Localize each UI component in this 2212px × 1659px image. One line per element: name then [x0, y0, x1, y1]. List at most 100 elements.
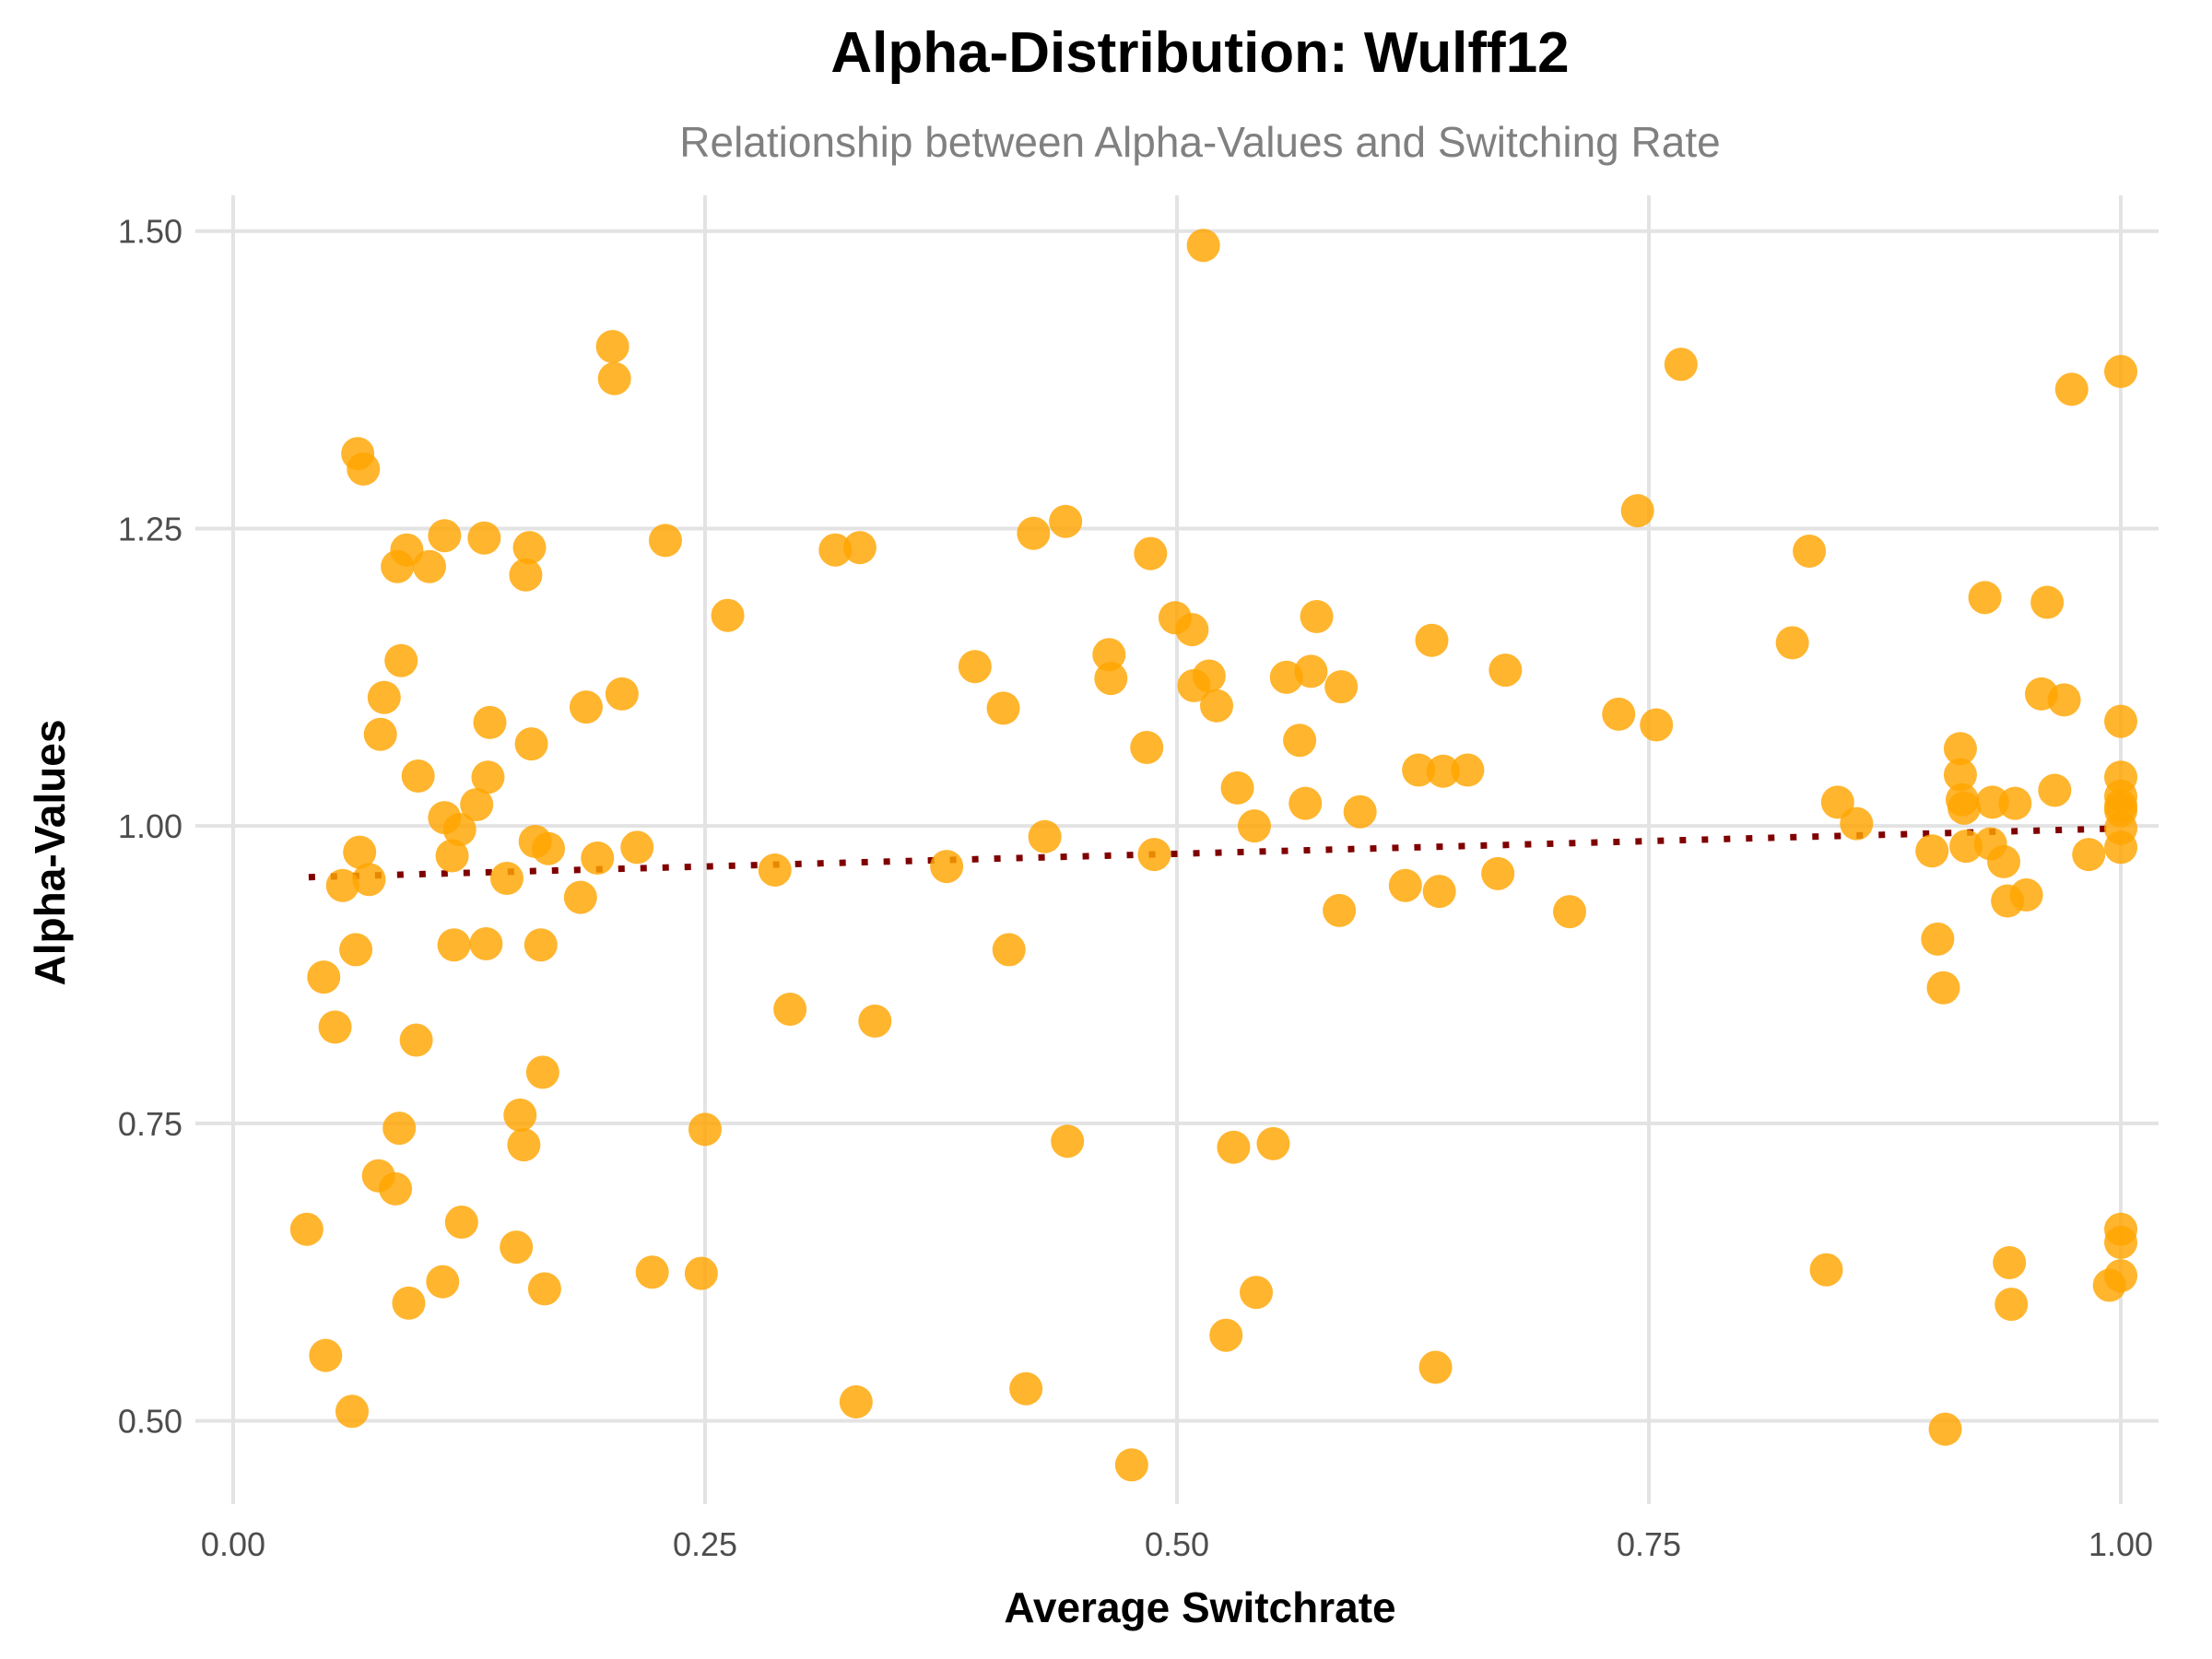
data-point — [473, 705, 507, 739]
data-point — [339, 933, 373, 967]
data-point — [399, 1023, 433, 1057]
x-tick-label: 0.25 — [673, 1525, 737, 1563]
data-point — [469, 926, 503, 960]
data-point — [605, 677, 639, 711]
data-point — [2104, 355, 2138, 389]
data-point — [335, 1394, 369, 1429]
data-point — [1200, 688, 1234, 723]
data-point — [569, 690, 603, 724]
data-point — [2047, 683, 2081, 717]
data-point — [1217, 1130, 1251, 1164]
data-point — [684, 1256, 718, 1290]
data-point — [1775, 626, 1809, 660]
data-point — [1793, 534, 1827, 568]
data-point — [1968, 581, 2002, 615]
chart-subtitle: Relationship between Alpha-Values and Sw… — [679, 118, 1720, 166]
data-point — [958, 650, 992, 684]
data-point — [1094, 662, 1128, 696]
data-point — [1300, 599, 1334, 633]
data-point — [401, 759, 435, 793]
data-point — [992, 933, 1026, 967]
x-tick-label: 1.00 — [2088, 1525, 2153, 1563]
data-point — [1137, 838, 1171, 872]
data-point — [858, 1004, 892, 1038]
data-point — [507, 1128, 541, 1162]
data-point — [1240, 1276, 1274, 1310]
data-point — [1092, 638, 1126, 672]
data-point — [1809, 1253, 1843, 1287]
data-point — [392, 1286, 426, 1320]
data-point — [1921, 922, 1955, 956]
data-point — [1987, 844, 2021, 878]
data-point — [1175, 613, 1209, 647]
data-point — [1915, 834, 1949, 868]
data-point — [1017, 516, 1051, 550]
data-point — [648, 524, 682, 558]
data-point — [428, 519, 462, 553]
data-point — [1343, 794, 1377, 829]
data-point — [1388, 868, 1422, 902]
x-tick-label: 0.75 — [1617, 1525, 1681, 1563]
data-point — [367, 680, 401, 714]
data-point — [514, 727, 548, 761]
data-point — [1418, 1350, 1453, 1384]
data-point — [1994, 1288, 2029, 1322]
data-point — [1943, 732, 1977, 766]
data-point — [460, 787, 494, 821]
chart-title: Alpha-Distribution: Wulff12 — [830, 21, 1569, 85]
y-axis-title: Alpha-Values — [26, 720, 74, 986]
data-point — [531, 831, 565, 865]
data-point — [1294, 654, 1328, 688]
data-point — [1640, 708, 1674, 742]
data-point — [1926, 971, 1960, 1005]
data-point — [1324, 670, 1359, 704]
data-point — [1664, 347, 1698, 382]
data-point — [352, 863, 386, 897]
data-point — [1949, 830, 1983, 864]
data-point — [758, 853, 792, 887]
data-point — [512, 531, 547, 565]
data-point — [1998, 786, 2032, 820]
data-point — [1009, 1371, 1043, 1406]
x-tick-label: 0.00 — [201, 1525, 265, 1563]
grid — [195, 195, 2159, 1504]
data-point — [347, 452, 381, 486]
y-tick-label: 1.25 — [118, 510, 182, 547]
data-point — [2072, 838, 2106, 872]
data-point — [1422, 875, 1456, 909]
data-point — [839, 1384, 873, 1418]
data-point — [1192, 659, 1226, 693]
data-point — [1402, 753, 1436, 787]
data-point — [435, 839, 469, 873]
data-point — [1553, 895, 1586, 929]
data-point — [1488, 653, 1523, 688]
data-point — [1481, 856, 1515, 890]
data-point — [711, 598, 745, 632]
data-point — [563, 880, 597, 914]
data-point — [390, 533, 424, 567]
data-point — [1602, 697, 1636, 731]
data-point — [467, 521, 501, 555]
data-point — [1051, 1124, 1085, 1159]
data-point — [1028, 819, 1062, 853]
data-point — [1288, 786, 1323, 820]
data-point — [1283, 724, 1317, 758]
data-point — [581, 841, 615, 876]
data-point — [444, 1206, 478, 1240]
data-point — [442, 813, 477, 847]
data-point — [773, 992, 807, 1026]
data-point — [2030, 585, 2065, 619]
data-point — [2104, 1226, 2138, 1259]
data-point — [500, 1230, 534, 1265]
y-tick-label: 0.75 — [118, 1105, 182, 1143]
data-point — [1237, 809, 1271, 843]
data-point — [2038, 773, 2072, 807]
data-point — [1323, 893, 1357, 927]
data-point — [818, 533, 853, 567]
data-point — [1943, 758, 1977, 792]
data-point — [620, 830, 654, 865]
y-tick-label: 0.50 — [118, 1403, 182, 1441]
data-point — [325, 868, 359, 902]
data-point — [525, 1055, 559, 1089]
data-point — [2104, 830, 2138, 865]
